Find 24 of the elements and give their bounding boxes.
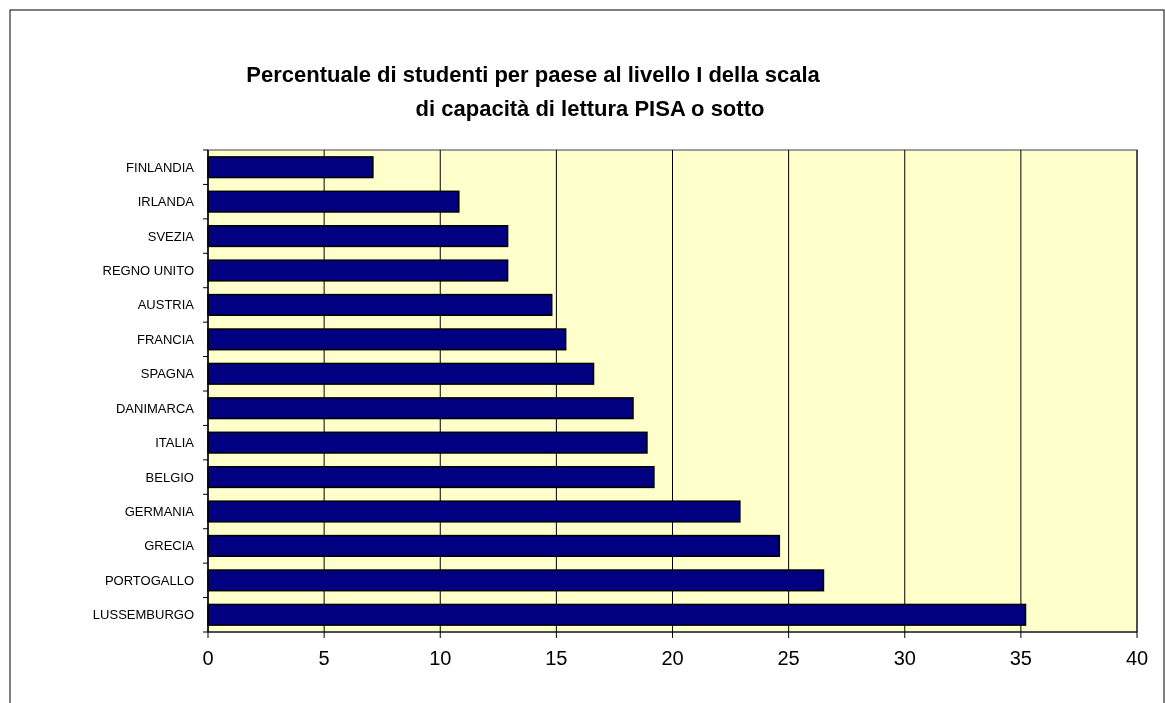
y-tick-label: AUSTRIA (137, 297, 195, 313)
y-tick-label: GERMANIA (124, 504, 195, 520)
x-tick-label: 40 (1125, 647, 1149, 669)
x-tick-label: 0 (202, 647, 214, 669)
y-tick-label: IRLANDA (137, 194, 195, 210)
x-tick-label: 35 (1009, 647, 1032, 669)
y-tick-label: BELGIO (145, 469, 194, 485)
y-tick-label: FRANCIA (136, 331, 195, 347)
x-tick-label: 30 (893, 647, 916, 669)
x-tick-label: 5 (318, 647, 330, 669)
y-tick-label: DANIMARCA (115, 400, 195, 416)
y-tick-label: GRECIA (144, 538, 195, 554)
x-tick-label: 20 (661, 647, 684, 669)
y-tick-label: LUSSEMBURGO (92, 607, 194, 623)
x-tick-label: 15 (545, 647, 568, 669)
y-tick-label: SPAGNA (140, 366, 195, 382)
y-tick-label: REGNO UNITO (102, 263, 194, 279)
x-tick-label: 25 (777, 647, 800, 669)
x-tick-label: 10 (429, 647, 452, 669)
chart-title: Percentuale di studenti per paese al livello I della scala di capacità di lettura PISA o sotto (246, 62, 821, 121)
y-tick-label: PORTOGALLO (104, 572, 194, 588)
y-tick-label: ITALIA (155, 435, 195, 451)
y-tick-label: FINLANDIA (126, 159, 195, 175)
y-tick-label: SVEZIA (147, 228, 195, 244)
